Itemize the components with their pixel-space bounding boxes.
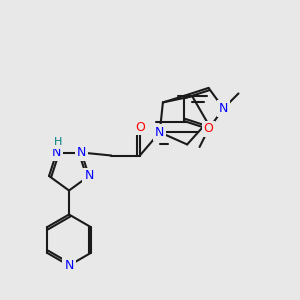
Text: N: N	[155, 126, 164, 139]
Text: N: N	[77, 146, 86, 159]
Text: N: N	[84, 169, 94, 182]
Text: N: N	[64, 259, 74, 272]
Text: H: H	[54, 137, 62, 147]
Text: N: N	[219, 102, 228, 115]
Text: O: O	[135, 121, 145, 134]
Text: N: N	[52, 146, 61, 159]
Text: O: O	[204, 122, 214, 136]
